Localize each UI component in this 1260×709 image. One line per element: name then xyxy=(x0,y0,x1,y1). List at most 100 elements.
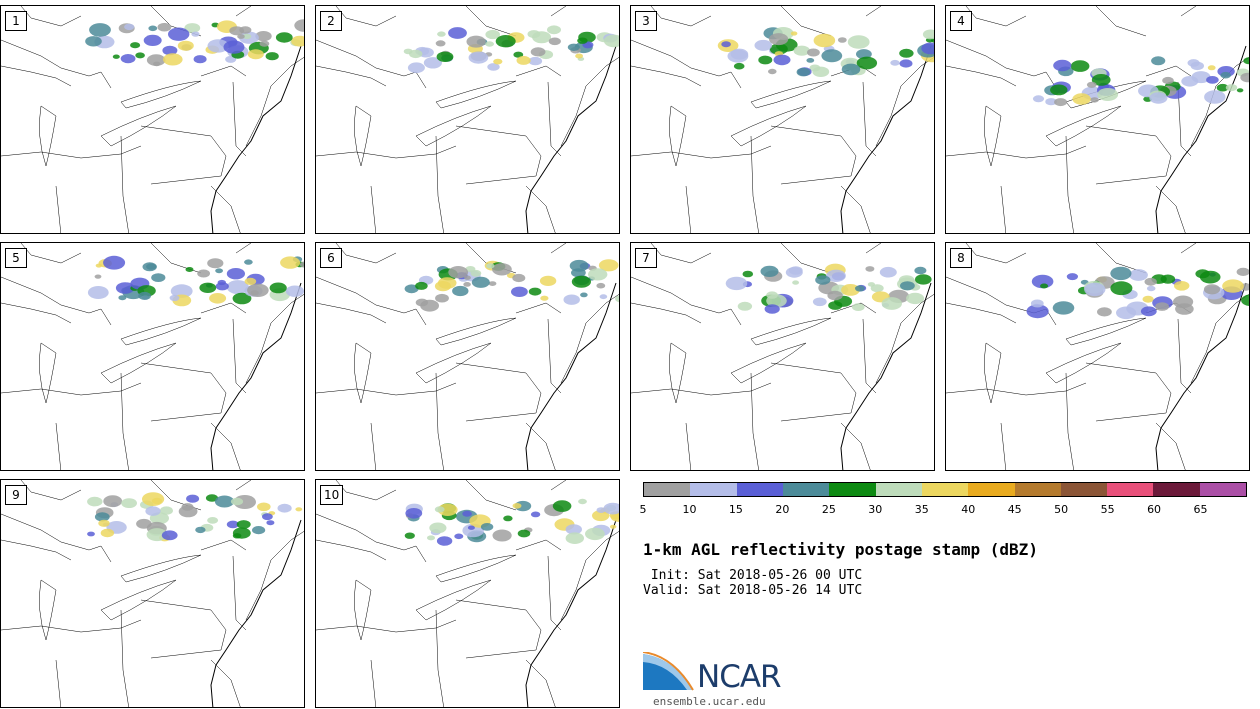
reflectivity-cell xyxy=(788,266,803,275)
member-panel: 4 xyxy=(945,5,1250,234)
reflectivity-cell xyxy=(244,277,257,285)
map-boundary xyxy=(946,382,1087,396)
map-boundary xyxy=(547,555,562,631)
reflectivity-cell xyxy=(1203,284,1221,295)
reflectivity-cell xyxy=(242,33,252,40)
reflectivity-cell xyxy=(1086,81,1097,88)
map-boundary xyxy=(1,619,142,633)
reflectivity-cell xyxy=(146,263,157,270)
map-boundary xyxy=(1,513,112,563)
reflectivity-cell xyxy=(821,49,843,63)
reflectivity-cell xyxy=(226,268,245,280)
reflectivity-cell xyxy=(1236,88,1244,93)
reflectivity-cell xyxy=(511,286,528,297)
member-map xyxy=(631,243,934,470)
reflectivity-cell xyxy=(921,42,934,55)
colorbar-tick: 10 xyxy=(682,503,697,516)
ncar-logo-text: NCAR xyxy=(697,659,782,695)
reflectivity-cell xyxy=(575,53,583,59)
map-boundary xyxy=(780,243,832,274)
map-boundary xyxy=(316,302,387,324)
reflectivity-cell xyxy=(1225,84,1238,92)
map-boundary xyxy=(120,609,129,707)
map-coastline xyxy=(840,45,932,233)
reflectivity-cell xyxy=(1084,282,1106,297)
reflectivity-cell xyxy=(405,508,423,519)
map-boundary xyxy=(435,80,517,109)
reflectivity-cell xyxy=(280,256,301,269)
reflectivity-cell xyxy=(115,282,135,294)
map-boundary xyxy=(354,342,372,404)
colorbar-tick: 35 xyxy=(914,503,929,516)
colorbar-tick: 20 xyxy=(775,503,790,516)
reflectivity-cell xyxy=(471,276,490,288)
reflectivity-cell xyxy=(1155,302,1169,311)
reflectivity-cell xyxy=(1195,269,1210,279)
reflectivity-cell xyxy=(1052,301,1075,315)
reflectivity-cell xyxy=(185,267,194,272)
reflectivity-cell xyxy=(87,496,103,507)
reflectivity-cell xyxy=(737,301,753,311)
reflectivity-cell xyxy=(1097,88,1119,101)
reflectivity-cell xyxy=(485,29,500,40)
colorbar-swatch xyxy=(644,483,691,496)
reflectivity-cell xyxy=(512,503,522,509)
reflectivity-cell xyxy=(769,33,789,46)
colorbar-swatch xyxy=(829,483,876,496)
reflectivity-cell xyxy=(1181,76,1199,87)
reflectivity-cell xyxy=(94,274,102,279)
reflectivity-cell xyxy=(448,27,467,39)
reflectivity-cell xyxy=(725,276,748,291)
map-boundary xyxy=(415,105,492,147)
member-number: 2 xyxy=(320,11,342,31)
reflectivity-cell xyxy=(906,292,925,305)
reflectivity-cell xyxy=(435,40,446,47)
reflectivity-cell xyxy=(856,49,872,60)
map-boundary xyxy=(200,65,247,77)
map-boundary xyxy=(39,579,57,641)
reflectivity-cell xyxy=(94,512,110,522)
reflectivity-cell xyxy=(197,269,211,278)
map-boundary xyxy=(1065,317,1147,346)
reflectivity-cell xyxy=(596,282,606,289)
reflectivity-cell xyxy=(565,532,584,544)
reflectivity-cell xyxy=(237,34,245,39)
reflectivity-cell xyxy=(429,522,447,534)
map-boundary xyxy=(232,555,247,631)
reflectivity-cell xyxy=(1236,267,1249,276)
reflectivity-cell xyxy=(592,510,610,522)
reflectivity-cell xyxy=(493,58,503,65)
reflectivity-cell xyxy=(193,55,207,64)
reflectivity-cell xyxy=(754,39,773,51)
reflectivity-cell xyxy=(163,53,183,66)
reflectivity-cell xyxy=(768,68,777,75)
map-boundary xyxy=(865,6,882,17)
map-boundary xyxy=(316,65,387,87)
map-boundary xyxy=(20,480,82,501)
map-boundary xyxy=(55,185,62,233)
map-boundary xyxy=(984,342,1002,404)
reflectivity-cell xyxy=(841,63,861,76)
member-map xyxy=(316,480,619,707)
map-boundary xyxy=(1190,57,1249,147)
map-boundary xyxy=(1155,185,1186,233)
map-boundary xyxy=(547,318,562,394)
map-coastline xyxy=(210,45,302,233)
map-boundary xyxy=(550,243,567,254)
reflectivity-cell xyxy=(404,532,415,539)
map-boundary xyxy=(245,294,304,384)
map-boundary xyxy=(1177,318,1192,394)
reflectivity-cell xyxy=(85,36,102,47)
colorbar-tick: 15 xyxy=(728,503,743,516)
map-boundary xyxy=(235,6,252,17)
map-boundary xyxy=(415,342,492,384)
reflectivity-cell xyxy=(130,42,141,49)
reflectivity-cell xyxy=(151,273,166,282)
reflectivity-cell xyxy=(571,275,591,288)
map-boundary xyxy=(316,145,457,159)
reflectivity-cell xyxy=(415,298,429,307)
map-boundary xyxy=(631,382,772,396)
colorbar-tick: 5 xyxy=(639,503,647,516)
map-boundary xyxy=(750,135,759,233)
reflectivity-cell xyxy=(436,51,454,62)
